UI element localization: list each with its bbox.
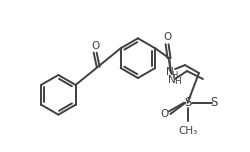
Text: H: H: [170, 71, 176, 79]
Text: O: O: [91, 41, 99, 51]
Text: S: S: [183, 96, 190, 109]
Text: CH₃: CH₃: [177, 126, 197, 136]
Text: N: N: [168, 75, 175, 85]
Text: O: O: [162, 32, 170, 42]
Text: O: O: [160, 109, 168, 119]
Text: S: S: [209, 96, 216, 109]
Text: N: N: [166, 67, 173, 77]
Text: H: H: [173, 77, 180, 86]
